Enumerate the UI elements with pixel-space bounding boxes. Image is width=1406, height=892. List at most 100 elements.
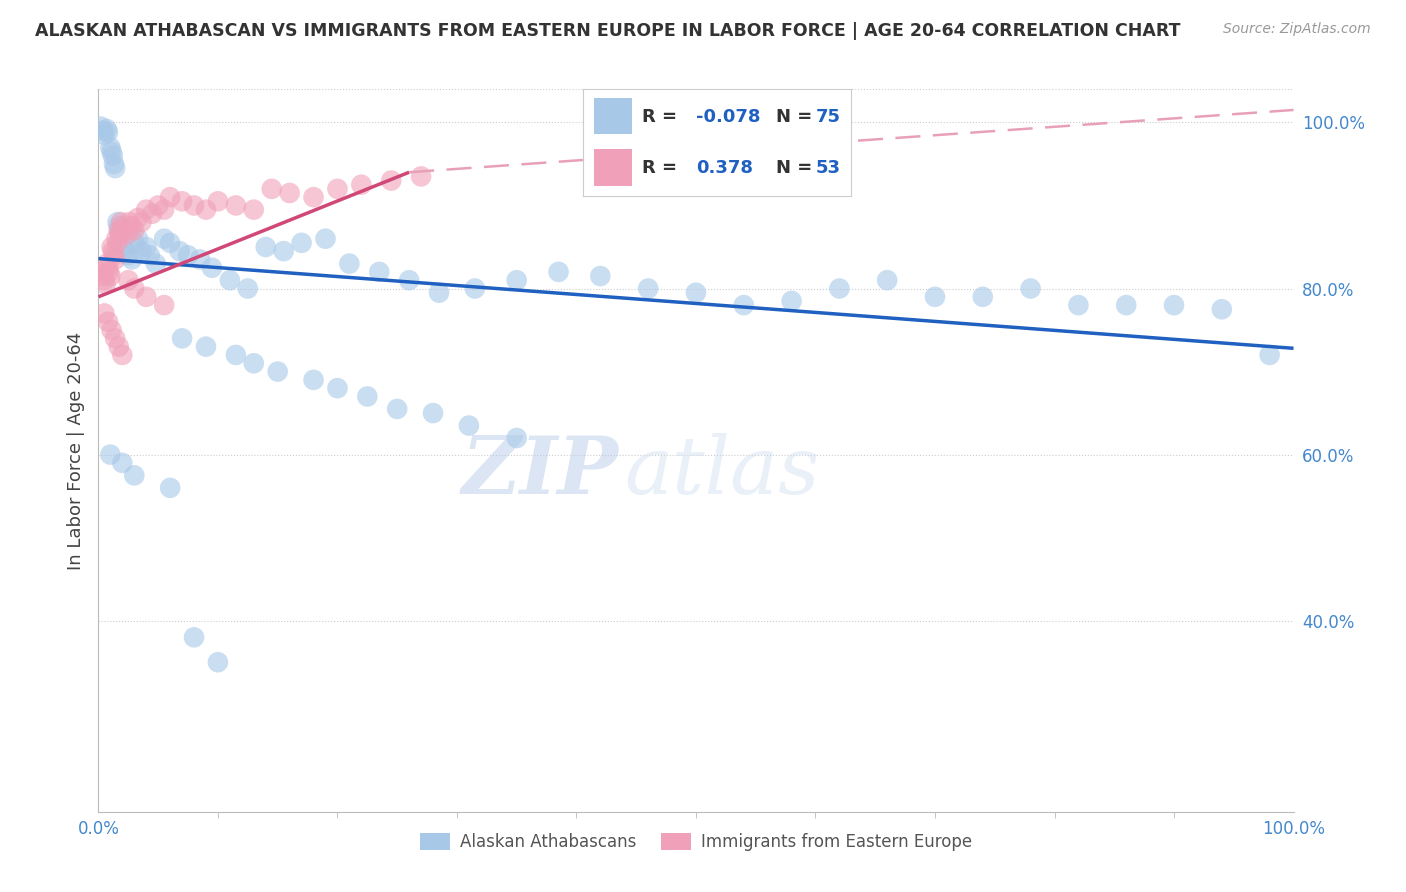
Point bbox=[169, 244, 191, 259]
Point bbox=[101, 244, 124, 259]
Point bbox=[411, 169, 433, 184]
Point bbox=[273, 244, 295, 259]
Point bbox=[97, 315, 120, 329]
Point bbox=[422, 406, 444, 420]
Point bbox=[195, 340, 218, 354]
Point bbox=[108, 227, 131, 242]
Point bbox=[589, 268, 612, 283]
Point bbox=[385, 401, 409, 416]
Point bbox=[97, 260, 120, 275]
Point bbox=[139, 248, 162, 262]
Point bbox=[153, 298, 176, 312]
Point bbox=[110, 215, 132, 229]
Point bbox=[104, 252, 127, 267]
Point bbox=[107, 223, 129, 237]
Point bbox=[141, 207, 163, 221]
Point bbox=[506, 273, 529, 287]
Point bbox=[124, 468, 146, 483]
Point bbox=[1211, 302, 1233, 317]
Point bbox=[124, 223, 146, 237]
Point bbox=[876, 273, 898, 287]
Point bbox=[153, 202, 176, 217]
Text: N =: N = bbox=[776, 108, 818, 126]
Point bbox=[291, 235, 314, 250]
Point bbox=[195, 202, 218, 217]
Point bbox=[96, 257, 118, 271]
FancyBboxPatch shape bbox=[595, 98, 631, 134]
Point bbox=[108, 223, 131, 237]
Point bbox=[1258, 348, 1281, 362]
Point bbox=[225, 348, 247, 362]
Point bbox=[267, 365, 290, 379]
Point bbox=[98, 265, 121, 279]
Point bbox=[121, 219, 143, 234]
Y-axis label: In Labor Force | Age 20-64: In Labor Force | Age 20-64 bbox=[66, 331, 84, 570]
Point bbox=[90, 265, 112, 279]
Point bbox=[368, 265, 391, 279]
Point bbox=[90, 120, 112, 134]
Text: 53: 53 bbox=[815, 160, 841, 178]
Point bbox=[243, 202, 266, 217]
Point bbox=[326, 182, 349, 196]
Text: Source: ZipAtlas.com: Source: ZipAtlas.com bbox=[1223, 22, 1371, 37]
Text: atlas: atlas bbox=[624, 434, 820, 511]
Point bbox=[93, 273, 115, 287]
Text: R =: R = bbox=[643, 160, 690, 178]
Point bbox=[107, 219, 129, 234]
Point bbox=[236, 281, 259, 295]
Text: R =: R = bbox=[643, 108, 683, 126]
Legend: Alaskan Athabascans, Immigrants from Eastern Europe: Alaskan Athabascans, Immigrants from Eas… bbox=[413, 826, 979, 857]
Point bbox=[1019, 281, 1042, 295]
Point bbox=[117, 273, 139, 287]
Point bbox=[98, 448, 122, 462]
Point bbox=[104, 161, 127, 175]
Point bbox=[107, 340, 129, 354]
Point bbox=[104, 331, 127, 345]
Point bbox=[111, 456, 134, 470]
Point bbox=[135, 202, 157, 217]
Point bbox=[733, 298, 755, 312]
Point bbox=[1163, 298, 1185, 312]
Point bbox=[145, 257, 167, 271]
Point bbox=[94, 277, 117, 292]
Point bbox=[100, 323, 122, 337]
Text: N =: N = bbox=[776, 160, 818, 178]
Point bbox=[131, 244, 153, 259]
Point bbox=[172, 194, 194, 209]
Point bbox=[427, 285, 450, 300]
Point bbox=[219, 273, 242, 287]
Point bbox=[111, 240, 134, 254]
Point bbox=[637, 281, 659, 295]
Point bbox=[103, 157, 125, 171]
Point bbox=[464, 281, 486, 295]
Point bbox=[780, 293, 803, 308]
Point bbox=[172, 331, 194, 345]
Point bbox=[97, 125, 120, 139]
Point bbox=[124, 235, 146, 250]
Point bbox=[924, 290, 946, 304]
Point bbox=[326, 381, 349, 395]
Point bbox=[254, 240, 277, 254]
Point bbox=[117, 248, 139, 262]
Point bbox=[153, 232, 176, 246]
Point bbox=[100, 240, 122, 254]
Point bbox=[972, 290, 994, 304]
Point bbox=[398, 273, 420, 287]
Point bbox=[260, 182, 283, 196]
Point bbox=[135, 240, 157, 254]
Point bbox=[114, 244, 136, 259]
Point bbox=[91, 124, 114, 138]
Point bbox=[100, 145, 122, 159]
Point bbox=[225, 198, 247, 212]
Text: 0.378: 0.378 bbox=[696, 160, 752, 178]
Point bbox=[159, 235, 181, 250]
Point bbox=[127, 211, 149, 225]
Point bbox=[111, 348, 134, 362]
Point bbox=[350, 178, 373, 192]
Point bbox=[685, 285, 707, 300]
Point bbox=[302, 373, 325, 387]
Point bbox=[107, 215, 129, 229]
Point bbox=[201, 260, 224, 275]
Point bbox=[93, 128, 115, 142]
Point bbox=[105, 232, 128, 246]
